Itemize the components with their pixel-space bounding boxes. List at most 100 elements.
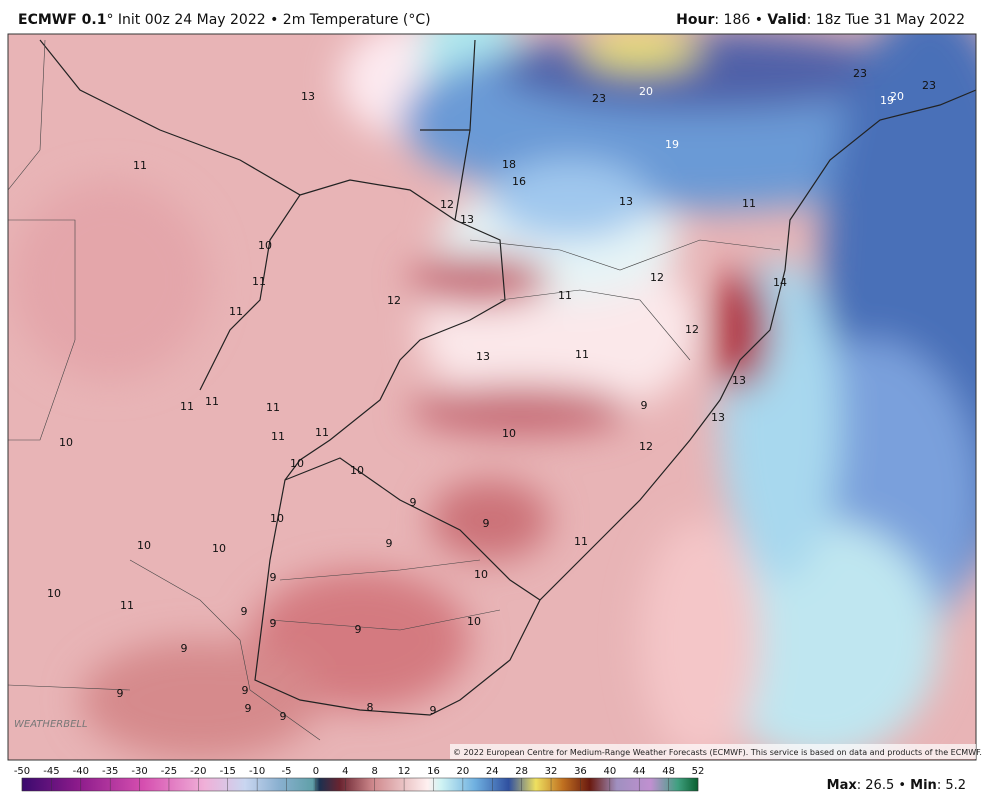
- contour-label: 9: [270, 617, 277, 630]
- contour-label: 23: [853, 67, 867, 80]
- colorbar-tick-label: -25: [161, 766, 177, 777]
- contour-label: 10: [258, 239, 272, 252]
- contour-label: 9: [410, 496, 417, 509]
- colorbar-tick-label: -40: [73, 766, 89, 777]
- model: ECMWF 0.1: [18, 12, 107, 28]
- colorbar-tick-label: 12: [398, 766, 411, 777]
- colorbar-tick-label: 48: [662, 766, 675, 777]
- contour-label: 11: [205, 395, 219, 408]
- colorbar-tick-label: 8: [372, 766, 378, 777]
- contour-label: 13: [301, 90, 315, 103]
- contour-label: 10: [47, 587, 61, 600]
- contour-label: 11: [229, 305, 243, 318]
- copyright: © 2022 European Centre for Medium-Range …: [453, 748, 982, 757]
- contour-label: 9: [181, 642, 188, 655]
- colorbar-tick-label: -30: [131, 766, 147, 777]
- min-value: : 5.2: [937, 778, 966, 793]
- colorbar-tick-label: 16: [427, 766, 440, 777]
- colorbar-tick-label: -10: [249, 766, 265, 777]
- colorbar-tick-label: 32: [545, 766, 558, 777]
- colorbar-tick-label: -20: [190, 766, 206, 777]
- contour-label: 14: [773, 276, 787, 289]
- contour-label: 11: [315, 426, 329, 439]
- contour-label: 9: [386, 537, 393, 550]
- contour-label: 11: [575, 348, 589, 361]
- contour-label: 13: [619, 195, 633, 208]
- contour-label: 10: [212, 542, 226, 555]
- hour-value: : 186 •: [714, 12, 768, 28]
- contour-label: 10: [270, 512, 284, 525]
- contour-label: 10: [467, 615, 481, 628]
- contour-label: 9: [270, 571, 277, 584]
- contour-label: 20: [639, 85, 653, 98]
- map-frame: [7, 33, 977, 761]
- contour-label: 9: [245, 702, 252, 715]
- colorbar-tick-label: 4: [342, 766, 348, 777]
- contour-label: 11: [133, 159, 147, 172]
- contour-label: 9: [430, 704, 437, 717]
- contour-label: 9: [641, 399, 648, 412]
- contour-label: 16: [512, 175, 526, 188]
- contour-label: 11: [180, 400, 194, 413]
- colorbar-tick-label: 36: [574, 766, 587, 777]
- colorbar-tick-label: -15: [220, 766, 236, 777]
- contour-label: 9: [280, 710, 287, 723]
- contour-label: 19: [880, 94, 894, 107]
- footer-stats: Max: 26.5 • Min: 5.2: [827, 778, 966, 793]
- colorbar-tick-label: 44: [633, 766, 646, 777]
- colorbar-tick-label: 0: [313, 766, 319, 777]
- max-label: Max: [827, 778, 858, 793]
- valid-label: Valid: [767, 12, 807, 28]
- contour-label: 12: [440, 198, 454, 211]
- map-field: [8, 34, 976, 760]
- logo: WEATHERBELL: [14, 719, 88, 730]
- contour-label: 19: [665, 138, 679, 151]
- colorbar: [21, 777, 699, 792]
- contour-label: 11: [266, 401, 280, 414]
- colorbar-tick-label: 52: [692, 766, 705, 777]
- contour-label: 11: [252, 275, 266, 288]
- contour-label: 10: [502, 427, 516, 440]
- header-right: Hour: 186 • Valid: 18z Tue 31 May 2022: [676, 12, 965, 28]
- contour-label: 11: [120, 599, 134, 612]
- contour-label: 12: [387, 294, 401, 307]
- contour-label: 13: [732, 374, 746, 387]
- min-label: Min: [910, 778, 937, 793]
- contour-label: 13: [711, 411, 725, 424]
- colorbar-tick-label: 20: [457, 766, 470, 777]
- contour-label: 12: [685, 323, 699, 336]
- contour-label: 11: [742, 197, 756, 210]
- hour-label: Hour: [676, 12, 715, 28]
- colorbar-tick-label: 40: [603, 766, 616, 777]
- contour-label: 23: [592, 92, 606, 105]
- contour-label: 10: [59, 436, 73, 449]
- max-value: : 26.5 •: [857, 778, 910, 793]
- colorbar-tick-label: -45: [43, 766, 59, 777]
- valid-value: : 18z Tue 31 May 2022: [806, 12, 965, 28]
- colorbar-tick-label: -50: [14, 766, 30, 777]
- init: ° Init 00z 24 May 2022 • 2m Temperature …: [106, 12, 431, 28]
- contour-label: 10: [474, 568, 488, 581]
- contour-label: 13: [476, 350, 490, 363]
- colorbar-tick-label: -5: [282, 766, 292, 777]
- contour-label: 13: [460, 213, 474, 226]
- colorbar-tick-label: 28: [515, 766, 528, 777]
- contour-label: 9: [483, 517, 490, 530]
- contour-label: 12: [650, 271, 664, 284]
- contour-label: 9: [242, 684, 249, 697]
- contour-label: 9: [355, 623, 362, 636]
- contour-label: 11: [271, 430, 285, 443]
- contour-label: 10: [290, 457, 304, 470]
- contour-label: 11: [574, 535, 588, 548]
- header-left: ECMWF 0.1° Init 00z 24 May 2022 • 2m Tem…: [18, 12, 431, 28]
- contour-label: 18: [502, 158, 516, 171]
- contour-label: 11: [558, 289, 572, 302]
- contour-label: 20: [890, 90, 904, 103]
- contour-label: 23: [922, 79, 936, 92]
- contour-label: 9: [117, 687, 124, 700]
- copyright-bg: [450, 744, 976, 759]
- contour-label: 10: [350, 464, 364, 477]
- contour-label: 9: [241, 605, 248, 618]
